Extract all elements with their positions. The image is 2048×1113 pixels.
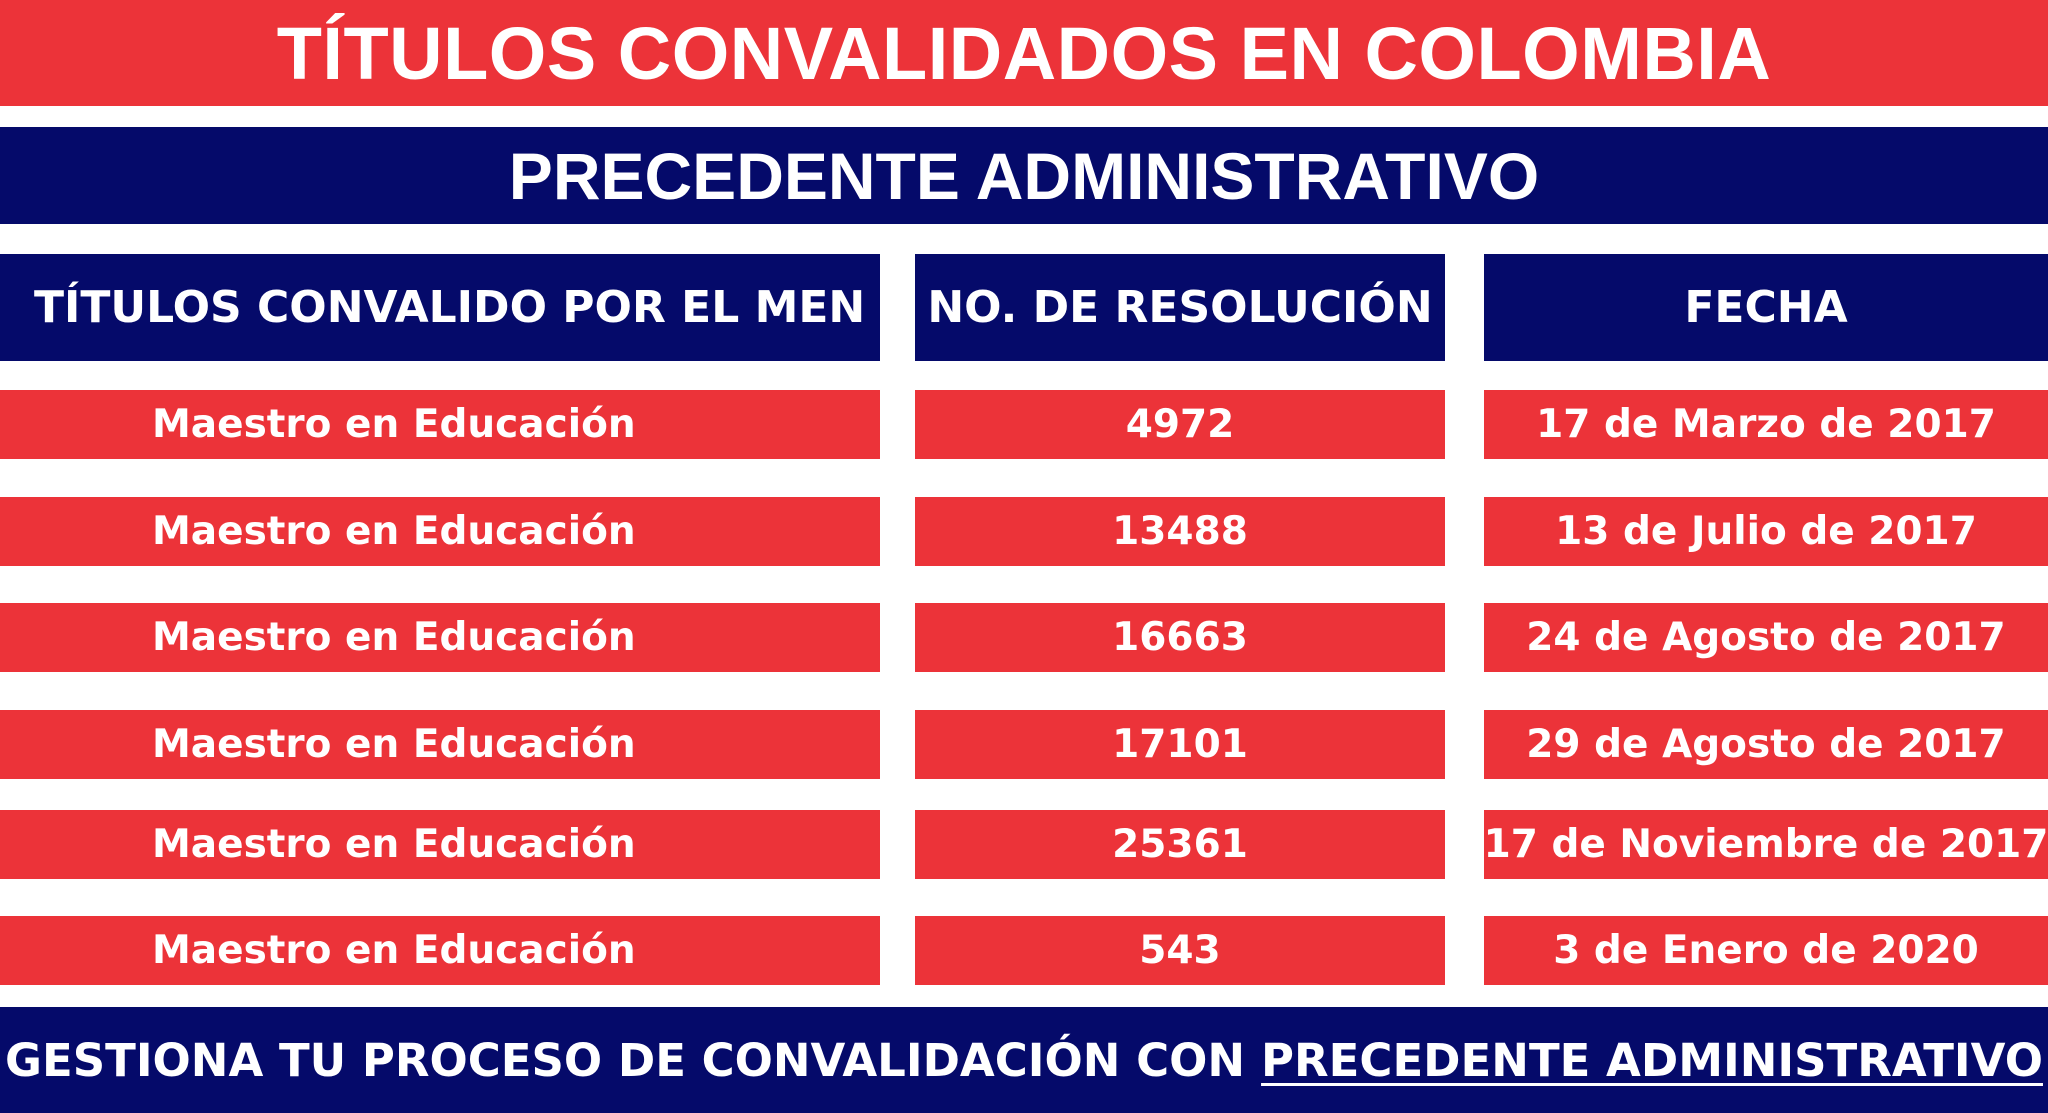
footer-banner: GESTIONA TU PROCESO DE CONVALIDACIÓN CON… — [0, 1007, 2048, 1113]
row-1-fecha: 17 de Marzo de 2017 — [1484, 390, 2048, 459]
row-2-resolucion: 13488 — [915, 497, 1445, 566]
row-3-titulo: Maestro en Educación — [0, 603, 880, 672]
row-1-titulo: Maestro en Educación — [0, 390, 880, 459]
page-subtitle: PRECEDENTE ADMINISTRATIVO — [0, 127, 2048, 224]
row-4-resolucion: 17101 — [915, 710, 1445, 779]
row-6-fecha: 3 de Enero de 2020 — [1484, 916, 2048, 985]
row-5-fecha: 17 de Noviembre de 2017 — [1484, 810, 2048, 879]
page-title: TÍTULOS CONVALIDADOS EN COLOMBIA — [0, 0, 2048, 106]
header-fecha: FECHA — [1484, 254, 2048, 361]
header-resolucion: NO. DE RESOLUCIÓN — [915, 254, 1445, 361]
footer-link[interactable]: PRECEDENTE ADMINISTRATIVO — [1261, 1033, 2043, 1087]
row-4-fecha: 29 de Agosto de 2017 — [1484, 710, 2048, 779]
footer-text: GESTIONA TU PROCESO DE CONVALIDACIÓN CON — [5, 1033, 1246, 1087]
row-6-titulo: Maestro en Educación — [0, 916, 880, 985]
row-2-titulo: Maestro en Educación — [0, 497, 880, 566]
header-titulos: TÍTULOS CONVALIDO POR EL MEN — [0, 254, 880, 361]
row-3-fecha: 24 de Agosto de 2017 — [1484, 603, 2048, 672]
row-2-fecha: 13 de Julio de 2017 — [1484, 497, 2048, 566]
row-4-titulo: Maestro en Educación — [0, 710, 880, 779]
row-1-resolucion: 4972 — [915, 390, 1445, 459]
row-6-resolucion: 543 — [915, 916, 1445, 985]
row-3-resolucion: 16663 — [915, 603, 1445, 672]
row-5-resolucion: 25361 — [915, 810, 1445, 879]
row-5-titulo: Maestro en Educación — [0, 810, 880, 879]
